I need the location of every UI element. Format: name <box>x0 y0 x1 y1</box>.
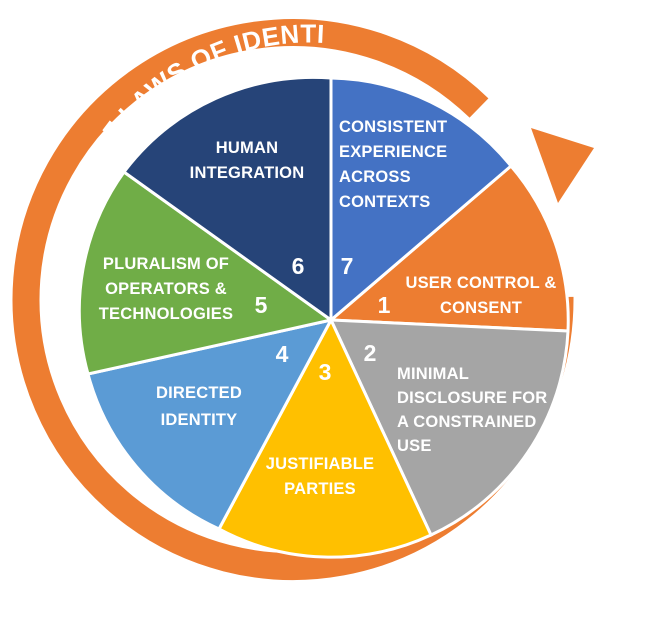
law-4-line-1: DIRECTED <box>156 384 242 402</box>
law-5-line-3: TECHNOLOGIES <box>99 305 233 323</box>
wedge-minimal-disclosure <box>328 318 570 537</box>
wedge-directed-identity <box>86 317 334 531</box>
law-4: 4 DIRECTED IDENTITY <box>156 341 289 429</box>
law-7-number: 7 <box>341 253 354 279</box>
law-3-line-1: JUSTIFIABLE <box>266 455 375 473</box>
law-3-line-2: PARTIES <box>284 480 356 498</box>
law-2-line-4: USE <box>397 437 432 455</box>
law-4-number: 4 <box>276 341 289 367</box>
law-3: 3 JUSTIFIABLE PARTIES <box>266 359 375 498</box>
cycle-arrow-head <box>531 128 594 203</box>
law-6: 6 HUMAN INTEGRATION <box>190 139 305 279</box>
law-7-line-4: CONTEXTS <box>339 193 430 211</box>
law-2-line-1: MINIMAL <box>397 365 469 383</box>
law-7-line-3: ACROSS <box>339 168 411 186</box>
wedge-user-control <box>327 163 570 333</box>
law-5-line-1: PLURALISM OF <box>103 255 229 273</box>
law-3-number: 3 <box>319 359 332 385</box>
law-1-line-1: USER CONTROL & <box>405 274 556 292</box>
law-1: 1 USER CONTROL & CONSENT <box>378 274 557 318</box>
law-2-line-3: A CONSTRAINED <box>397 413 537 431</box>
wedge-justifiable-parties <box>216 316 433 559</box>
law-2-line-2: DISCLOSURE FOR <box>397 389 547 407</box>
wedge-consistent-experience <box>329 76 514 324</box>
law-1-number: 1 <box>378 292 391 318</box>
law-7: 7 CONSISTENT EXPERIENCE ACROSS CONTEXTS <box>339 118 447 279</box>
law-6-number: 6 <box>292 253 305 279</box>
law-2-number: 2 <box>364 340 377 366</box>
law-7-line-1: CONSISTENT <box>339 118 447 136</box>
law-6-line-1: HUMAN <box>216 139 278 157</box>
wedge-human-integration <box>121 75 333 323</box>
law-5-line-2: OPERATORS & <box>105 280 227 298</box>
wedge-pluralism <box>77 169 335 376</box>
law-2: 2 MINIMAL DISCLOSURE FOR A CONSTRAINED U… <box>364 340 548 455</box>
law-5-number: 5 <box>255 292 268 318</box>
law-4-line-2: IDENTITY <box>161 411 238 429</box>
law-5: 5 PLURALISM OF OPERATORS & TECHNOLOGIES <box>99 255 268 323</box>
laws-pie <box>77 75 570 559</box>
law-1-line-2: CONSENT <box>440 299 522 317</box>
law-6-line-2: INTEGRATION <box>190 164 305 182</box>
law-7-line-2: EXPERIENCE <box>339 143 447 161</box>
